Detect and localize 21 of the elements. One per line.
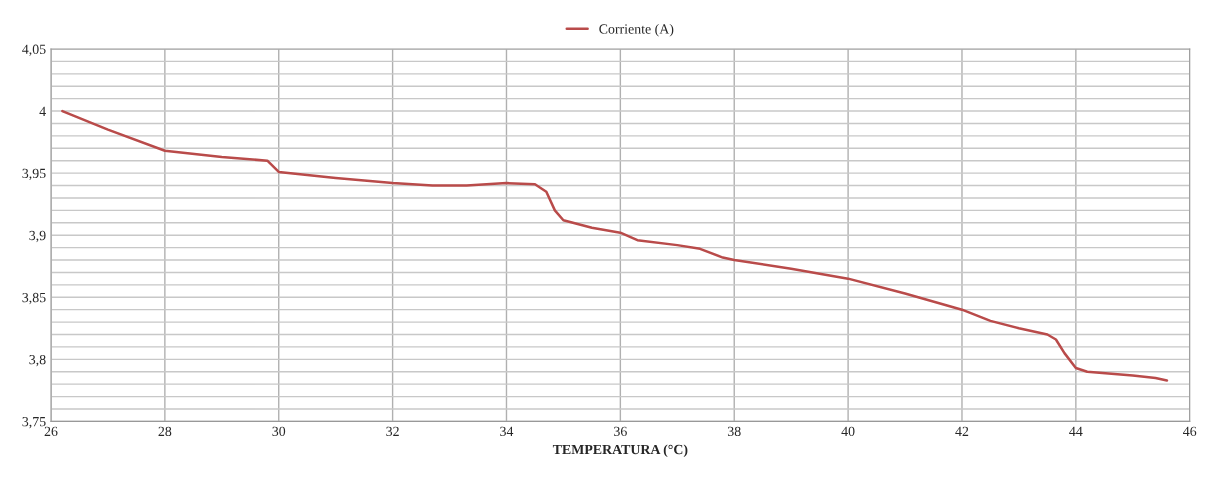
x-axis-title: TEMPERATURA (°C) xyxy=(552,444,688,458)
x-tick-label: 26 xyxy=(44,426,58,437)
y-tick-label: 4 xyxy=(39,106,46,116)
y-tick-label: 3,8 xyxy=(29,354,46,367)
x-tick-label: 30 xyxy=(272,426,286,437)
x-tick-label: 40 xyxy=(841,426,855,437)
y-tick-label: 4,05 xyxy=(22,44,46,56)
x-tick-label: 34 xyxy=(500,426,514,437)
x-tick-label: 44 xyxy=(1069,426,1083,436)
x-tick-label: 28 xyxy=(158,426,172,437)
x-tick-label: 46 xyxy=(1183,426,1197,437)
x-tick-label: 32 xyxy=(386,426,399,437)
y-tick-label: 3,9 xyxy=(29,230,46,243)
y-tick-label: 3,75 xyxy=(22,417,46,429)
y-tick-label: 3,85 xyxy=(22,292,46,305)
legend-label: Corriente (A) xyxy=(599,23,674,37)
x-tick-label: 36 xyxy=(614,426,627,437)
y-tick-label: 3,95 xyxy=(22,168,46,181)
line-series xyxy=(61,109,1169,382)
x-tick-label: 42 xyxy=(955,426,969,436)
x-tick-label: 38 xyxy=(727,426,741,437)
